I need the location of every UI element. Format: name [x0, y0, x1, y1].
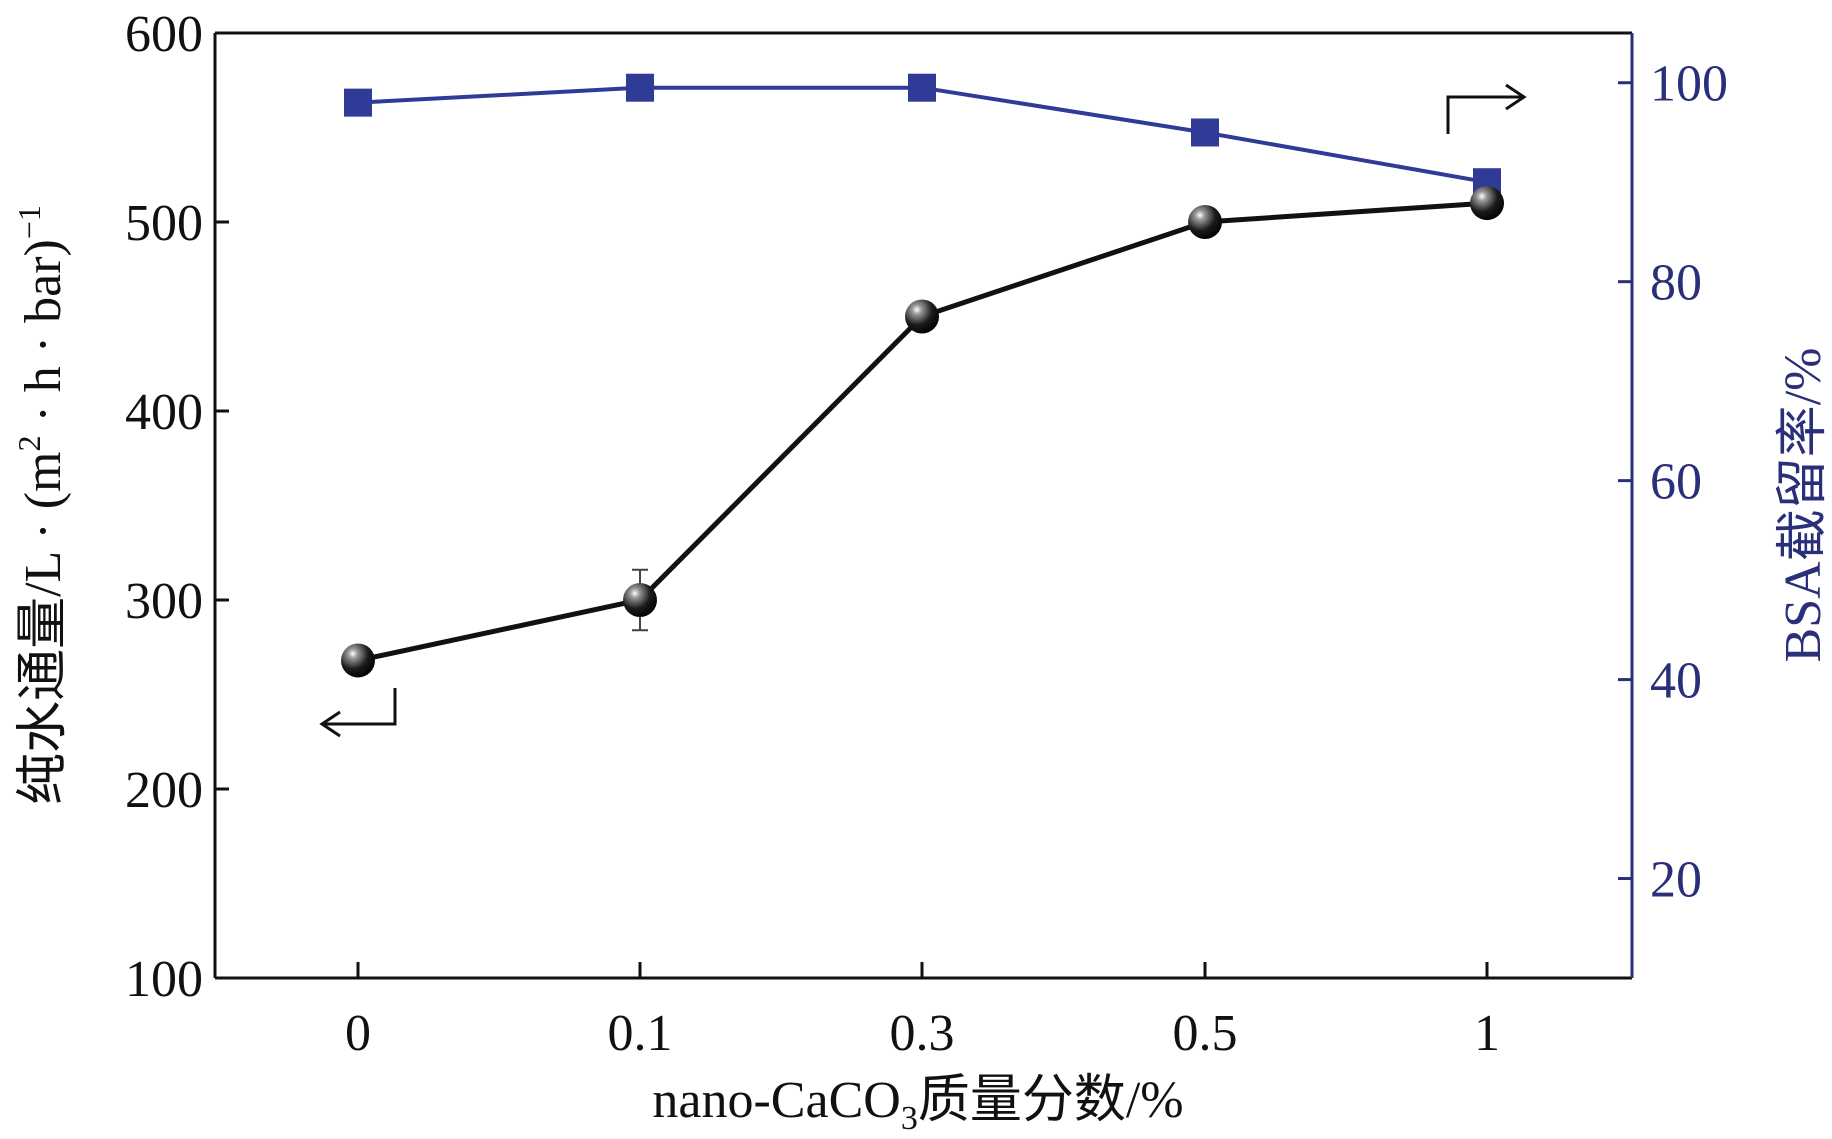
bsa-series-line — [357, 85, 1488, 185]
series-bsa-retention — [344, 73, 1501, 197]
x-tick-label: 0.3 — [890, 1005, 955, 1062]
flux-data-point — [1470, 186, 1504, 221]
series-pure-water-flux — [341, 186, 1504, 678]
left-tick-label: 300 — [125, 573, 203, 630]
right-axis-ticks: 20 40 60 80 100 — [1618, 56, 1728, 909]
right-tick-label: 80 — [1650, 255, 1702, 312]
left-axis-ticks: 100 200 300 400 500 600 — [125, 6, 229, 1008]
left-tick-label: 400 — [125, 384, 203, 441]
x-axis-ticks: 0 0.1 0.3 0.5 1 — [345, 962, 1500, 1062]
x-tick-label: 1 — [1474, 1005, 1500, 1062]
flux-data-point — [905, 299, 939, 334]
flux-data-point — [1188, 205, 1222, 239]
flux-data-point — [341, 643, 375, 678]
right-tick-label: 60 — [1650, 454, 1702, 511]
right-tick-label: 20 — [1650, 852, 1702, 909]
bsa-data-point — [1191, 118, 1219, 147]
bsa-data-point — [908, 73, 936, 102]
right-y-axis-title: BSA截留率/% — [1775, 348, 1832, 663]
right-tick-label: 100 — [1650, 56, 1728, 113]
left-tick-label: 100 — [125, 951, 203, 1008]
x-tick-label: 0 — [345, 1005, 371, 1062]
right-tick-label: 40 — [1650, 653, 1702, 710]
left-arrow-annotation — [319, 688, 397, 738]
flux-series-line — [357, 200, 1488, 663]
left-tick-label: 200 — [125, 762, 203, 819]
flux-data-point — [623, 583, 657, 617]
right-arrow-annotation — [1446, 83, 1527, 134]
bsa-data-point — [626, 73, 654, 102]
left-y-axis-title: 纯水通量/L · (m2 · h · bar)−1 — [11, 205, 72, 805]
bsa-data-point — [344, 88, 372, 117]
x-tick-label: 0.5 — [1173, 1005, 1238, 1062]
x-tick-label: 0.1 — [608, 1005, 673, 1062]
left-tick-label: 600 — [125, 6, 203, 63]
x-axis-title: nano-CaCO3质量分数/% — [652, 1072, 1183, 1137]
left-tick-label: 500 — [125, 195, 203, 252]
